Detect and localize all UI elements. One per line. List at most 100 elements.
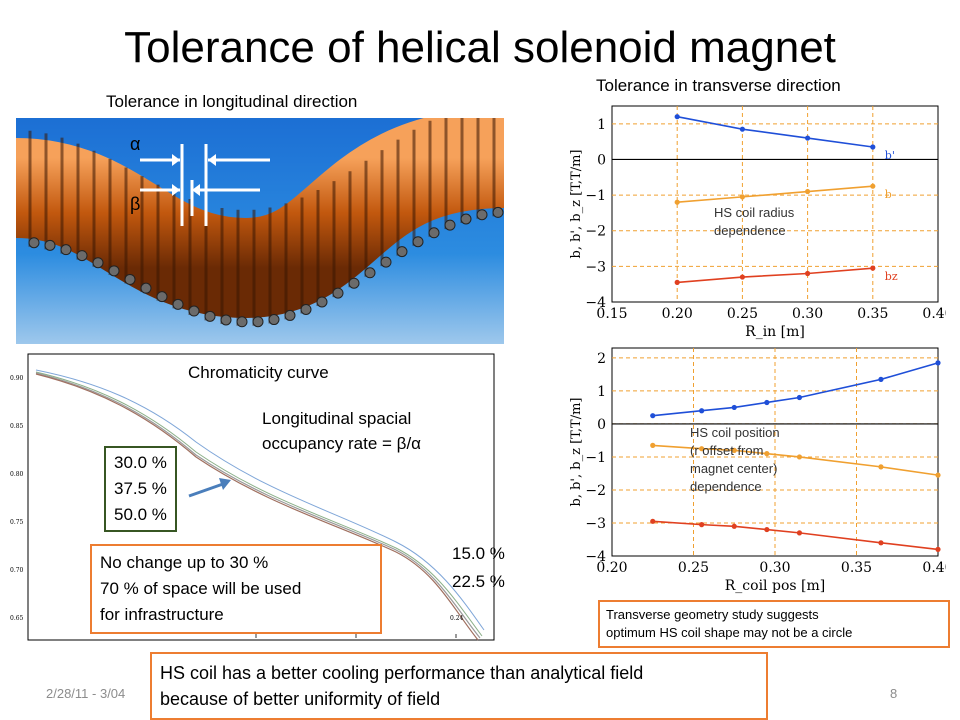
- y-tick-label: −3: [585, 516, 606, 532]
- coil-bolt: [44, 239, 56, 251]
- coil-bolt: [28, 237, 40, 249]
- chromaticity-curve-50: [35, 373, 479, 641]
- longitudinal-heading: Tolerance in longitudinal direction: [106, 92, 358, 111]
- coil-bolt: [364, 267, 376, 279]
- coil-bolt: [492, 206, 504, 218]
- coil-bolt: [76, 250, 88, 262]
- radius-annotation: HS coil radius dependence: [714, 205, 795, 238]
- data-point-bz: [674, 279, 680, 285]
- data-point-b: [764, 451, 770, 457]
- rates-box: 30.0 % 37.5 % 50.0 %: [104, 446, 177, 532]
- y-tick-label: −1: [585, 188, 606, 204]
- coil-bolt: [252, 316, 264, 328]
- coil-bolt: [444, 219, 456, 231]
- occupancy-text: Longitudinal spacial occupancy rate = β/…: [262, 409, 421, 453]
- data-point-b: [935, 472, 941, 478]
- coil-bolt: [92, 257, 104, 269]
- cooling-note: HS coil has a better cooling performance…: [150, 652, 768, 720]
- data-point-b: [650, 442, 656, 448]
- y-tick-label: −1: [585, 450, 606, 466]
- series-line-b: [677, 185, 873, 204]
- chromaticity-x-tick: 0.24: [450, 615, 464, 622]
- coil-bolt: [332, 287, 344, 299]
- data-point-b': [739, 126, 745, 132]
- coil-bolt: [188, 305, 200, 317]
- beta-symbol: β: [130, 194, 141, 214]
- data-point-b: [805, 188, 811, 195]
- slide-title: Tolerance of helical solenoid magnet: [124, 23, 836, 72]
- y-tick-label: −2: [585, 224, 606, 240]
- data-point-b: [796, 454, 803, 460]
- chromaticity-heading: Chromaticity curve: [188, 363, 329, 382]
- data-point-bz: [805, 270, 811, 277]
- x-tick-label: 0.35: [857, 306, 888, 322]
- x-tick-label: 0.15: [596, 306, 627, 322]
- data-point-b': [731, 404, 737, 411]
- chromaticity-curve-22: [35, 371, 483, 637]
- series-label: b: [885, 188, 892, 201]
- y-tick-label: 1: [597, 384, 606, 400]
- chromaticity-y-tick: 0.70: [10, 567, 24, 574]
- data-point-bz: [764, 526, 770, 533]
- y-tick-label: 2: [597, 351, 606, 367]
- coil-bolt: [204, 310, 216, 322]
- coil-bolt: [108, 265, 120, 277]
- rate-37-5: 37.5 %: [114, 479, 167, 498]
- y-tick-label: −3: [585, 259, 606, 275]
- chromaticity-curve-15: [35, 369, 485, 631]
- rates-right: 15.0 % 22.5 %: [452, 540, 505, 596]
- coil-bolt: [284, 309, 296, 321]
- alpha-symbol: α: [130, 134, 141, 154]
- chromaticity-y-tick: 0.90: [10, 375, 24, 382]
- coil-bolt: [300, 303, 312, 315]
- x-tick-label: 0.35: [841, 560, 872, 576]
- y-tick-label: 0: [597, 152, 606, 168]
- x-tick-label: 0.20: [596, 560, 627, 576]
- series-line-bz: [677, 267, 873, 284]
- data-point-b: [739, 194, 745, 200]
- data-point-bz: [935, 546, 941, 552]
- y-tick-label: −4: [585, 295, 606, 311]
- data-point-b': [674, 114, 680, 120]
- rate-50: 50.0 %: [114, 505, 167, 524]
- data-point-bz: [650, 518, 656, 524]
- transverse-heading: Tolerance in transverse direction: [596, 76, 841, 95]
- series-line-b': [677, 115, 873, 148]
- data-point-b: [870, 183, 876, 189]
- data-point-bz: [878, 540, 884, 546]
- coil-bolt: [172, 298, 184, 310]
- coil-bolt: [140, 282, 152, 294]
- y-tick-label: 0: [597, 417, 606, 433]
- x-tick-label: 0.25: [678, 560, 709, 576]
- coil-bolt: [60, 244, 72, 256]
- data-point-b': [870, 144, 876, 150]
- data-point-bz: [796, 530, 803, 536]
- x-axis-label: R_in [m]: [745, 324, 805, 340]
- transverse-note: Transverse geometry study suggests optim…: [598, 600, 950, 648]
- chromaticity-y-tick: 0.85: [10, 423, 24, 430]
- data-point-b: [878, 464, 884, 470]
- x-tick-label: 0.25: [727, 306, 758, 322]
- data-point-bz: [739, 274, 745, 280]
- series-label: b': [885, 149, 895, 162]
- coil-bolt: [460, 213, 472, 225]
- series-label: bz: [885, 270, 898, 283]
- data-point-b': [764, 399, 770, 406]
- x-tick-label: 0.40: [922, 306, 946, 322]
- x-axis-label: R_coil pos [m]: [725, 578, 825, 594]
- x-tick-label: 0.20: [662, 306, 693, 322]
- data-point-b: [699, 446, 705, 452]
- data-point-bz: [870, 265, 876, 271]
- coil-bolt: [236, 316, 248, 328]
- helical-coil-image: [13, 100, 506, 344]
- rates-arrow: [188, 478, 231, 498]
- infrastructure-note: No change up to 30 % 70 % of space will …: [90, 544, 382, 634]
- coil-bolt: [396, 246, 408, 258]
- data-point-b': [878, 376, 884, 382]
- x-tick-label: 0.30: [792, 306, 823, 322]
- chromaticity-y-tick: 0.80: [10, 471, 24, 478]
- coil-bolt: [476, 209, 488, 221]
- radius-dependence-chart: 0.15 0.20 0.25 0.30 0.35 0.40 1 0 −1 −2 −3 −4 b' b bz b…: [569, 105, 946, 340]
- data-point-b': [699, 408, 705, 414]
- data-point-b': [796, 394, 803, 401]
